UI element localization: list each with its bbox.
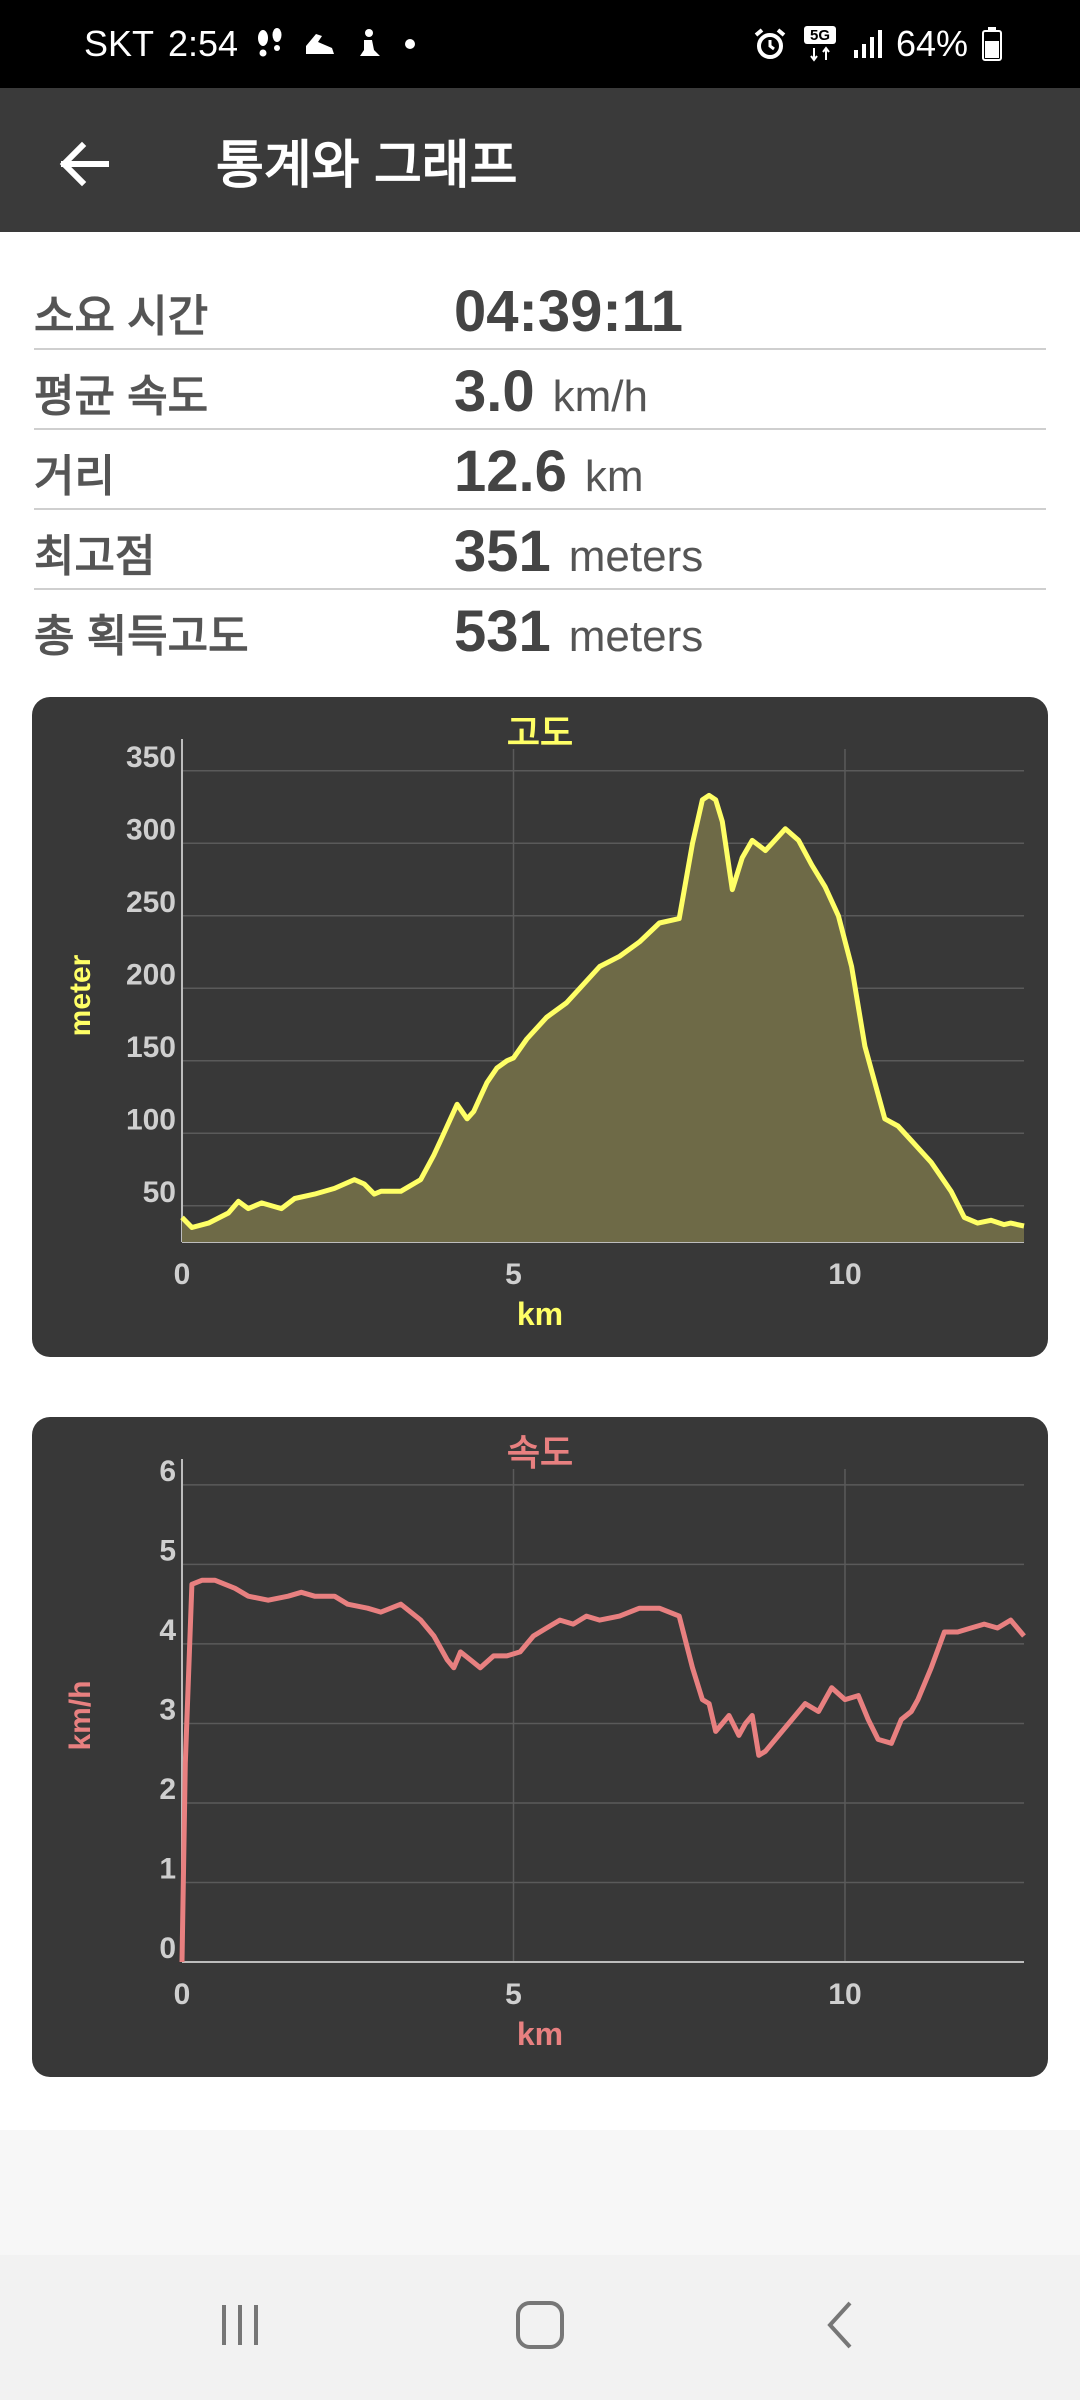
x-tick-label: 0 <box>174 1978 191 2011</box>
status-left: SKT 2:54 <box>84 0 418 88</box>
shoe-icon <box>302 26 338 62</box>
altitude-chart: 50 100 150 200 250 300 350 0 5 10 고도 km meter <box>64 712 1025 1332</box>
stat-label: 평균 속도 <box>34 372 209 421</box>
back-button[interactable] <box>44 124 124 204</box>
speed-chart-card: 0 1 2 3 4 5 6 0 5 10 속도 km km/h <box>32 1417 1048 2077</box>
x-axis-label: km <box>517 2016 563 2052</box>
home-icon <box>516 2301 564 2349</box>
stat-value: 3.0 <box>454 359 535 424</box>
stat-label: 소요 시간 <box>34 292 209 341</box>
sitting-person-icon <box>352 26 388 62</box>
dot-icon <box>402 36 418 52</box>
status-right: 5G 64% <box>752 0 1002 88</box>
stat-value-group: 12.6 km <box>454 438 644 505</box>
signal-icon <box>852 28 882 60</box>
stat-unit: km <box>584 452 644 501</box>
recent-apps-icon <box>222 2305 258 2345</box>
home-button[interactable] <box>480 2275 600 2375</box>
stat-label: 거리 <box>34 452 115 501</box>
page-title: 통계와 그래프 <box>216 136 518 195</box>
svg-text:5G: 5G <box>810 27 830 44</box>
stat-value: 351 <box>454 519 551 584</box>
y-axis-label: meter <box>64 954 97 1036</box>
app-bar: 통계와 그래프 <box>0 88 1080 232</box>
stat-row-duration: 소요 시간 04:39:11 <box>34 270 1046 350</box>
series-line <box>180 792 1025 1230</box>
stat-value: 12.6 <box>454 439 567 504</box>
x-tick-label: 5 <box>505 1258 522 1291</box>
y-tick-label: 150 <box>126 1031 176 1064</box>
arrow-left-icon <box>59 141 109 187</box>
alarm-icon <box>752 26 788 62</box>
x-axis-label: km <box>517 1296 563 1332</box>
y-tick-label: 350 <box>126 741 176 774</box>
clock: 2:54 <box>168 23 239 64</box>
stat-row-total-ascent: 총 획득고도 531 meters <box>34 590 1046 670</box>
y-tick-label: 250 <box>126 886 176 919</box>
empty-area <box>0 2130 1080 2255</box>
altitude-chart-card: 50 100 150 200 250 300 350 0 5 10 고도 km meter <box>32 697 1048 1357</box>
y-axis-label: km/h <box>64 1680 97 1750</box>
stat-label: 최고점 <box>34 532 156 581</box>
y-tick-label: 200 <box>126 958 176 991</box>
y-tick-label: 0 <box>159 1932 176 1965</box>
stats-table: 소요 시간 04:39:11 평균 속도 3.0 km/h 거리 12.6 km… <box>34 270 1046 670</box>
stat-unit: km/h <box>552 372 648 421</box>
back-nav-icon <box>827 2301 852 2349</box>
x-tick-label: 10 <box>828 1258 861 1291</box>
series-line <box>179 1577 1026 1963</box>
back-nav-button[interactable] <box>782 2275 902 2375</box>
status-bar: SKT 2:54 5G 64% <box>0 0 1080 88</box>
battery-icon <box>982 27 1002 61</box>
battery-percent: 64% <box>895 23 968 64</box>
y-tick-label: 5 <box>159 1534 176 1567</box>
stat-unit: meters <box>568 612 704 661</box>
navigation-bar <box>0 2255 1080 2400</box>
y-tick-label: 4 <box>159 1614 176 1647</box>
stat-row-distance: 거리 12.6 km <box>34 430 1046 510</box>
y-tick-label: 3 <box>159 1693 176 1726</box>
chart-title: 고도 <box>507 712 573 753</box>
stat-value: 531 <box>454 599 551 664</box>
stat-value-group: 351 meters <box>454 518 703 585</box>
y-tick-label: 1 <box>159 1852 176 1885</box>
x-tick-label: 0 <box>174 1258 191 1291</box>
x-tick-label: 10 <box>828 1978 861 2011</box>
x-tick-label: 5 <box>505 1978 522 2011</box>
y-tick-label: 2 <box>159 1773 176 1806</box>
stat-row-max-altitude: 최고점 351 meters <box>34 510 1046 590</box>
stat-value: 04:39:11 <box>454 279 683 344</box>
stat-unit: meters <box>568 532 704 581</box>
stat-value-group: 531 meters <box>454 598 703 665</box>
recent-apps-button[interactable] <box>180 2275 300 2375</box>
stat-value-group: 04:39:11 <box>454 278 683 345</box>
5g-icon: 5G <box>802 24 838 64</box>
carrier-label: SKT <box>84 23 155 64</box>
footprints-icon <box>252 26 288 62</box>
speed-chart: 0 1 2 3 4 5 6 0 5 10 속도 km km/h <box>64 1432 1026 2052</box>
stat-label: 총 획득고도 <box>34 612 249 661</box>
y-tick-label: 6 <box>159 1455 176 1488</box>
y-tick-label: 50 <box>143 1176 176 1209</box>
y-tick-label: 300 <box>126 813 176 846</box>
stat-row-avg-speed: 평균 속도 3.0 km/h <box>34 350 1046 430</box>
area-fill <box>182 795 1024 1242</box>
y-tick-label: 100 <box>126 1103 176 1136</box>
stat-value-group: 3.0 km/h <box>454 358 648 425</box>
chart-title: 속도 <box>507 1432 573 1473</box>
